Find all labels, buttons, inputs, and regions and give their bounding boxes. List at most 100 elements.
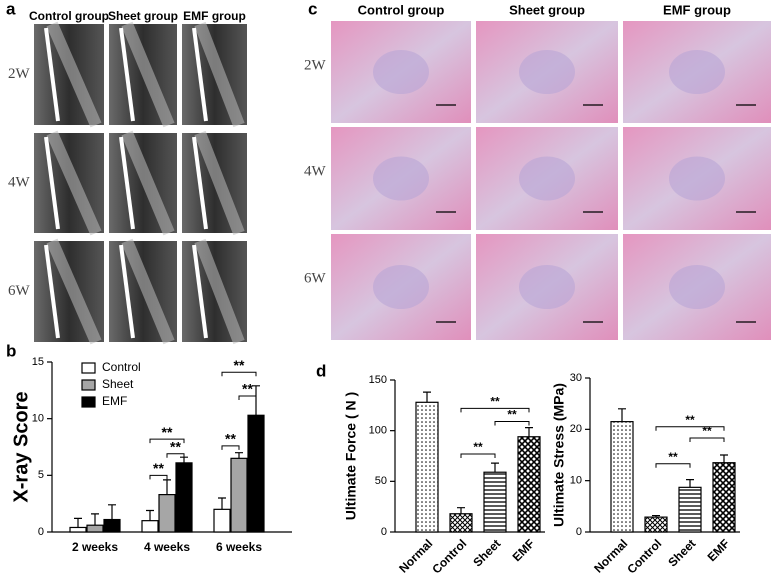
row-label: 2W: [304, 57, 327, 73]
legend-swatch: [81, 362, 96, 374]
x-tick-label: 4 weeks: [144, 540, 190, 554]
x-tick-label: EMF: [510, 536, 538, 564]
tissue: [373, 265, 429, 309]
x-tick-label: 6 weeks: [216, 540, 262, 554]
row-label: 2W: [8, 66, 31, 82]
tissue: [519, 265, 575, 309]
error-bar: [91, 513, 99, 526]
row-label: 4W: [8, 174, 31, 190]
tissue: [669, 156, 725, 201]
column-header: Sheet group: [108, 9, 178, 23]
error-bar: [180, 456, 188, 463]
row-label: 4W: [304, 163, 327, 179]
error-bar: [652, 514, 660, 518]
bar: [86, 524, 104, 533]
bar: [158, 494, 176, 533]
bar: [644, 516, 668, 533]
bar: [69, 526, 87, 533]
bar: [610, 421, 634, 533]
legend-label: Control: [102, 360, 141, 374]
x-tick-label: Sheet: [470, 536, 503, 569]
significance-label: **: [702, 424, 712, 438]
significance-bracket: [221, 371, 257, 377]
implant: [44, 136, 60, 230]
y-axis-label: Ultimate Stress (MPa): [551, 383, 567, 527]
column-header: Sheet group: [509, 2, 585, 17]
x-tick-label: EMF: [705, 536, 733, 564]
significance-label: **: [225, 431, 236, 447]
significance-label: **: [242, 381, 253, 397]
bone: [121, 21, 175, 128]
legend-swatch: [81, 396, 96, 408]
y-axis-label: Ultimate Force ( N ): [343, 392, 359, 520]
column-header: Control group: [358, 2, 445, 17]
bone: [121, 130, 175, 236]
significance-bracket: [494, 421, 530, 426]
bar: [517, 436, 541, 533]
bone: [46, 238, 102, 345]
significance-bracket: [460, 453, 496, 458]
implant: [119, 244, 135, 339]
error-bar: [686, 479, 694, 488]
y-tick-label: 20: [570, 423, 582, 435]
y-tick-label: 0: [38, 526, 44, 538]
bar: [230, 457, 248, 533]
implant: [192, 244, 208, 339]
tissue: [519, 50, 575, 94]
panel-label: b: [6, 341, 16, 360]
column-header: Control group: [29, 9, 109, 23]
panel-label: c: [308, 0, 317, 18]
x-tick-label: 2 weeks: [72, 540, 118, 554]
implant: [119, 27, 135, 122]
bar: [415, 401, 439, 533]
error-bar: [74, 517, 82, 528]
bar: [103, 518, 121, 533]
y-tick-label: 15: [32, 356, 44, 368]
legend-label: Sheet: [102, 377, 134, 391]
tissue: [669, 50, 725, 94]
bone: [194, 21, 245, 128]
bar: [247, 414, 265, 533]
x-tick-label: Control: [429, 536, 469, 575]
error-bar: [423, 391, 431, 403]
column-header: EMF group: [183, 9, 246, 23]
column-header: EMF group: [663, 2, 731, 17]
panel-label: a: [6, 0, 16, 18]
bar: [141, 520, 159, 533]
implant: [192, 27, 208, 122]
significance-label: **: [162, 424, 173, 440]
significance-bracket: [655, 426, 725, 431]
error-bar: [457, 507, 465, 514]
significance-label: **: [170, 439, 181, 455]
error-bar: [163, 479, 171, 495]
y-tick-label: 5: [38, 469, 44, 481]
tissue: [669, 265, 725, 309]
y-tick-label: 0: [381, 526, 387, 538]
y-tick-label: 30: [570, 372, 582, 384]
legend-label: EMF: [102, 394, 127, 408]
bone: [46, 21, 102, 128]
tissue: [373, 156, 429, 201]
bone: [46, 130, 102, 236]
error-bar: [491, 462, 499, 473]
significance-bracket: [689, 437, 725, 443]
error-bar: [525, 427, 533, 437]
significance-bracket: [238, 395, 257, 400]
implant: [192, 136, 208, 230]
row-label: 6W: [8, 283, 31, 299]
significance-bracket: [460, 407, 530, 413]
bar: [175, 462, 193, 533]
bone: [121, 238, 175, 345]
error-bar: [108, 504, 116, 520]
y-tick-label: 0: [576, 526, 582, 538]
significance-label: **: [685, 413, 695, 427]
y-tick-label: 10: [32, 413, 44, 425]
y-tick-label: 10: [570, 475, 582, 487]
x-tick-label: Control: [624, 536, 664, 575]
error-bar: [720, 454, 728, 463]
significance-bracket: [655, 463, 691, 468]
implant: [119, 136, 135, 230]
significance-label: **: [234, 357, 245, 373]
tissue: [519, 156, 575, 201]
